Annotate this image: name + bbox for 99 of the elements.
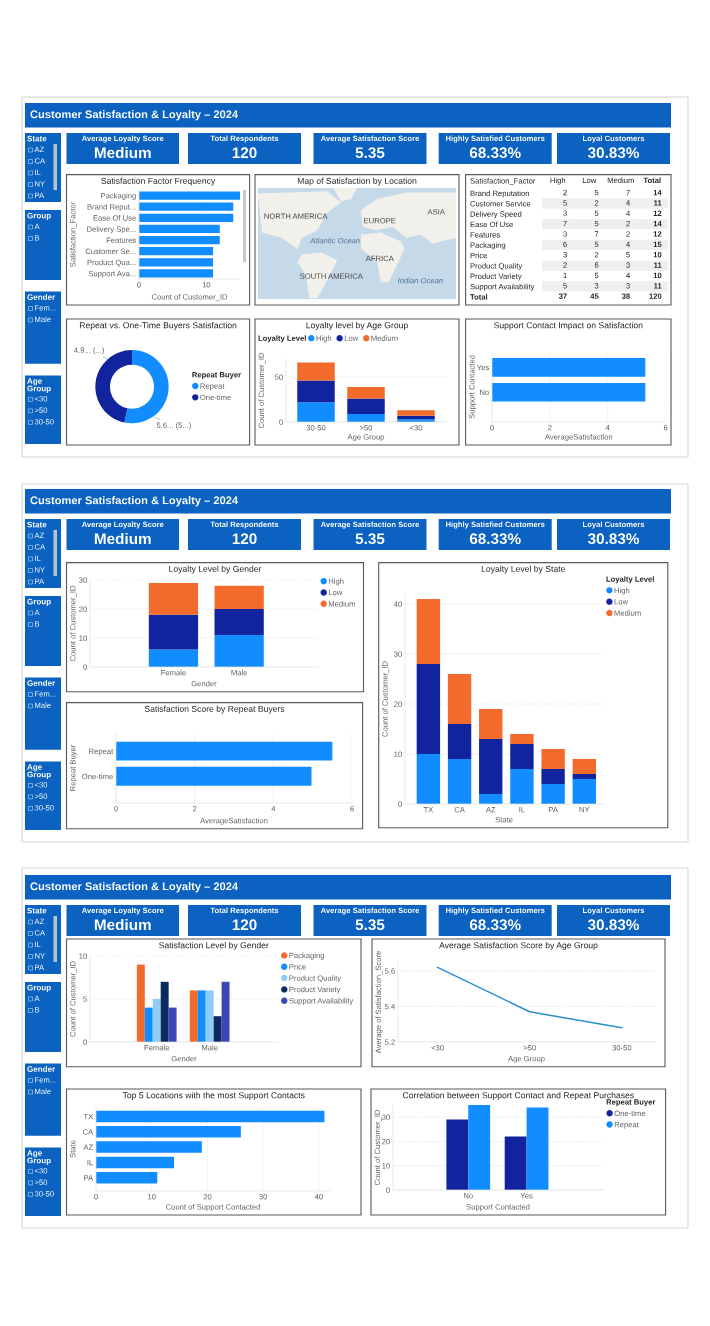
bar — [510, 769, 534, 804]
bar — [139, 269, 214, 278]
bar — [510, 744, 534, 769]
text: 120 — [232, 533, 257, 545]
bar — [541, 749, 565, 769]
bar — [479, 739, 503, 794]
chart-title: Average Satisfaction Score by Age Group — [439, 941, 598, 951]
bar — [139, 202, 234, 211]
bar — [479, 709, 503, 739]
chart-title: Satisfaction Level by Gender — [159, 941, 269, 951]
bar — [139, 224, 220, 234]
bar — [416, 664, 441, 754]
bar — [139, 213, 234, 222]
bar — [189, 990, 198, 1042]
bar — [416, 754, 441, 804]
text: 120 — [232, 147, 257, 159]
text: Group — [27, 212, 51, 221]
text: State — [27, 521, 47, 528]
chart-title: Loyalty level by Age Group — [306, 321, 408, 331]
text: 68.33% — [469, 919, 521, 931]
bar — [136, 964, 145, 1042]
bar — [139, 247, 214, 256]
bar — [510, 734, 534, 744]
bar — [297, 402, 335, 422]
bar — [139, 235, 220, 245]
bar — [139, 191, 240, 200]
bar — [205, 990, 214, 1042]
text: Customer Satisfaction & Loyalty – 2024 — [30, 496, 239, 507]
text: 68.33% — [469, 147, 521, 159]
bar — [297, 362, 335, 381]
bar — [160, 981, 169, 1042]
text: Gender — [27, 1066, 56, 1072]
bar — [447, 759, 472, 804]
chart-title: Support Contact Impact on Satisfaction — [494, 321, 643, 331]
bar — [214, 635, 264, 667]
bar — [447, 724, 472, 759]
bar — [526, 1107, 549, 1190]
text: State — [27, 907, 47, 914]
bar — [541, 769, 565, 784]
bar — [197, 990, 206, 1042]
chart-title: Repeat vs. One-Time Buyers Satisfaction — [79, 321, 237, 331]
bar — [139, 258, 214, 267]
bar — [504, 1136, 527, 1190]
bar — [468, 1105, 491, 1190]
bar — [572, 759, 596, 774]
text: Customer Satisfaction & Loyalty – 2024 — [30, 110, 239, 121]
text: Age Group — [27, 378, 51, 393]
text: Age Group — [27, 764, 51, 779]
text: Age Group — [27, 1150, 51, 1165]
bar — [572, 779, 596, 804]
bar — [214, 585, 264, 609]
text: Medium — [94, 146, 151, 159]
bar — [297, 380, 335, 403]
chart-title: Top 5 Locations with the most Support Contacts — [122, 1091, 305, 1101]
text: 5.35 — [355, 533, 385, 545]
bar — [397, 410, 435, 416]
chart-title: Satisfaction Score by Repeat Buyers — [144, 705, 285, 714]
bar — [148, 614, 199, 650]
text: 5.35 — [355, 919, 385, 931]
chart-title: Correlation between Support Contact and Repeat Purchases — [402, 1091, 634, 1101]
bar — [213, 1016, 222, 1042]
bar — [416, 599, 441, 664]
bar — [347, 386, 385, 399]
bar — [446, 1119, 469, 1190]
bar — [152, 999, 161, 1042]
bar — [447, 674, 472, 724]
bar — [221, 981, 230, 1042]
text: Gender — [27, 680, 56, 686]
bar — [96, 1156, 174, 1169]
bar — [572, 774, 596, 779]
text: 30.83% — [587, 533, 640, 545]
text: Medium — [94, 532, 151, 545]
bar — [96, 1110, 325, 1123]
text: Group — [27, 984, 51, 993]
text: 68.33% — [469, 533, 521, 545]
chart-title: Loyalty Level by Gender — [169, 565, 262, 574]
text: State — [27, 135, 47, 142]
text: 30.83% — [587, 919, 640, 931]
bar — [214, 609, 264, 636]
chart-title: Satisfaction Factor Frequency — [101, 177, 216, 186]
bar — [541, 784, 565, 804]
text: 5.35 — [355, 147, 385, 159]
bar — [144, 1007, 153, 1042]
bar — [347, 398, 385, 414]
bar — [96, 1171, 158, 1184]
text: Customer Satisfaction & Loyalty – 2024 — [30, 882, 239, 893]
bar — [96, 1141, 202, 1153]
text: Group — [27, 598, 51, 607]
text: 30.83% — [587, 147, 640, 159]
text: Gender — [27, 294, 56, 300]
bar — [168, 1007, 177, 1042]
donut-slice — [124, 350, 169, 424]
text: Medium — [94, 918, 151, 931]
text: Map of Satisfaction by Location — [297, 177, 417, 186]
bar — [96, 1126, 241, 1138]
bar — [148, 582, 199, 615]
chart-title: Loyalty Level by State — [481, 565, 565, 574]
bar — [148, 649, 199, 667]
text: 120 — [232, 919, 257, 931]
